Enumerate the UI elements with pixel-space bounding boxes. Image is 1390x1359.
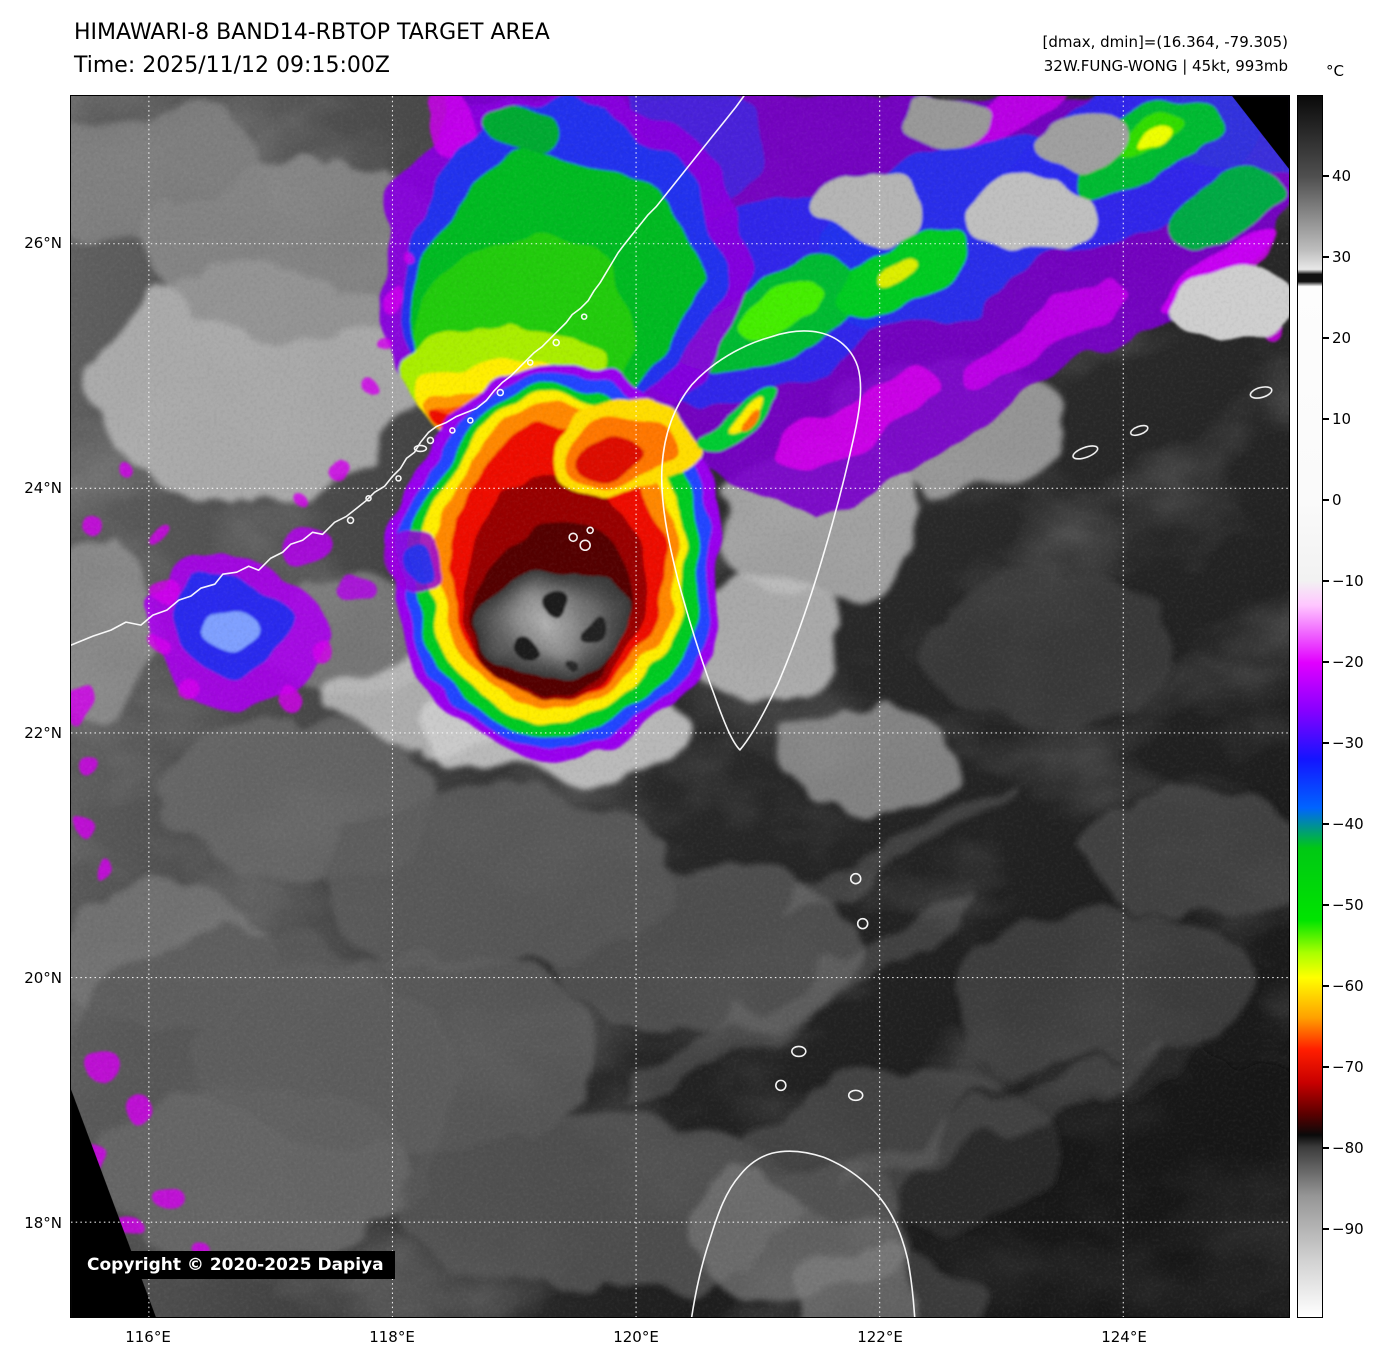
storm-info-label: 32W.FUNG-WONG | 45kt, 993mb [1043, 57, 1288, 75]
lon-tick-label: 124°E [1101, 1328, 1147, 1346]
satellite-map: Copyright © 2020-2025 Dapiya [70, 95, 1290, 1318]
lon-tick-label: 118°E [369, 1328, 415, 1346]
extrema-label: [dmax, dmin]=(16.364, -79.305) [1042, 33, 1288, 51]
gridline-layer [71, 96, 1289, 1317]
colorbar-tick-label: −90 [1322, 1220, 1384, 1238]
colorbar-tick-label: −10 [1322, 572, 1384, 590]
colorbar-tick-label: 40 [1322, 167, 1384, 185]
colorbar-tick-label: 30 [1322, 248, 1384, 266]
figure-title: HIMAWARI-8 BAND14-RBTOP TARGET AREA [74, 20, 550, 45]
grain-layer [71, 96, 1289, 1317]
colorbar-tick-label: 20 [1322, 329, 1384, 347]
lon-tick-label: 120°E [613, 1328, 659, 1346]
colorbar-tick-label: −20 [1322, 653, 1384, 671]
coastline-layer [71, 96, 1273, 1317]
colorbar-tick-label: −30 [1322, 734, 1384, 752]
colorbar-tick-label: 0 [1322, 491, 1384, 509]
colorbar-tick-label: −70 [1322, 1058, 1384, 1076]
colorbar-tick-label: −80 [1322, 1139, 1384, 1157]
colorbar-tick-label: −60 [1322, 977, 1384, 995]
colorbar-tick-label: −40 [1322, 815, 1384, 833]
colorbar-unit-label: °C [1326, 62, 1344, 80]
taiwan-coastline [660, 330, 862, 751]
figure-time: Time: 2025/11/12 09:15:00Z [74, 53, 390, 78]
luzon-coastline [690, 1150, 916, 1317]
lon-tick-label: 116°E [125, 1328, 171, 1346]
lat-tick-label: 18°N [24, 1214, 62, 1232]
china-coastline [71, 96, 745, 646]
lat-tick-label: 22°N [24, 724, 62, 742]
info-block: [dmax, dmin]=(16.364, -79.305) 32W.FUNG-… [1043, 30, 1288, 78]
lat-tick-label: 26°N [24, 234, 62, 252]
lon-tick-label: 122°E [857, 1328, 903, 1346]
colorbar-tick-label: 10 [1322, 410, 1384, 428]
title-block: HIMAWARI-8 BAND14-RBTOP TARGET AREA Time… [74, 16, 550, 82]
copyright-badge: Copyright © 2020-2025 Dapiya [76, 1251, 395, 1279]
colorbar [1297, 95, 1323, 1318]
lat-tick-label: 24°N [24, 479, 62, 497]
colorbar-tick-label: −50 [1322, 896, 1384, 914]
satellite-image [71, 96, 1289, 1317]
lat-tick-label: 20°N [24, 969, 62, 987]
